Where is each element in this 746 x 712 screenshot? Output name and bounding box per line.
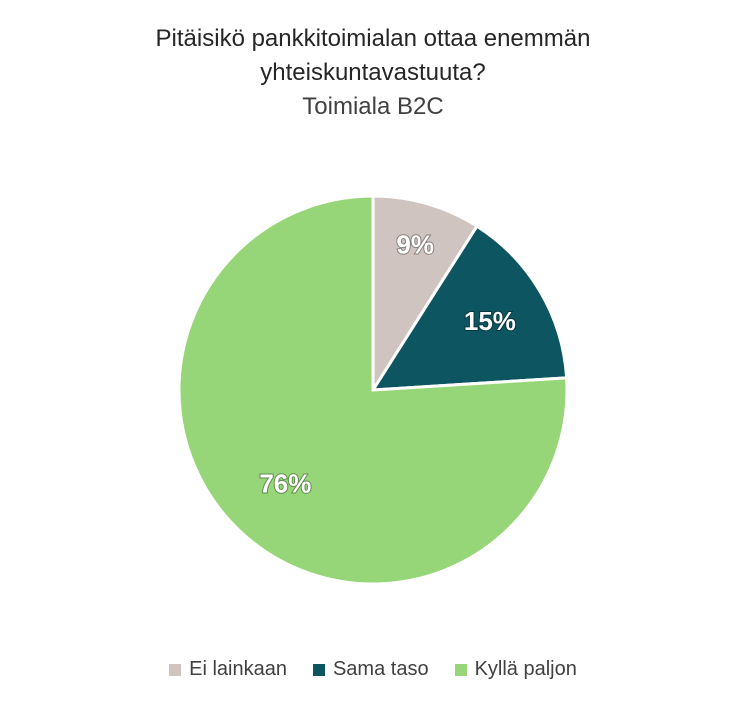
pie-label-ei-lainkaan: 9% xyxy=(396,230,434,260)
pie-slice-ei-lainkaan xyxy=(371,194,480,396)
pie-slice-sama-taso xyxy=(370,224,569,392)
chart-title-line-1: Pitäisikö pankkitoimialan ottaa enemmän xyxy=(155,25,591,52)
legend-swatch-sama-taso xyxy=(312,663,325,676)
pie-slice-kylla-paljon xyxy=(177,194,569,586)
legend-swatch-ei-lainkaan xyxy=(169,663,182,676)
legend-item-sama-taso: Sama taso xyxy=(312,658,429,681)
legend-item-ei-lainkaan: Ei lainkaan xyxy=(169,658,287,681)
pie-label-kylla-paljon: 76% xyxy=(259,468,311,498)
legend-item-kylla-paljon: Kyllä paljon xyxy=(454,658,577,681)
legend-label-kylla-paljon: Kyllä paljon xyxy=(474,658,577,680)
legend-label-sama-taso: Sama taso xyxy=(332,658,429,680)
chart-title-block: Pitäisikö pankkitoimialan ottaa enemmän … xyxy=(0,22,746,124)
pie-label-sama-taso: 15% xyxy=(464,306,516,336)
chart-title-line-2: yhteiskuntavastuuta? xyxy=(260,59,486,86)
legend-label-ei-lainkaan: Ei lainkaan xyxy=(189,658,287,680)
chart-legend: Ei lainkaan Sama taso Kyllä paljon xyxy=(0,658,746,681)
legend-swatch-kylla-paljon xyxy=(454,663,467,676)
chart-subtitle: Toimiala B2C xyxy=(302,93,444,120)
